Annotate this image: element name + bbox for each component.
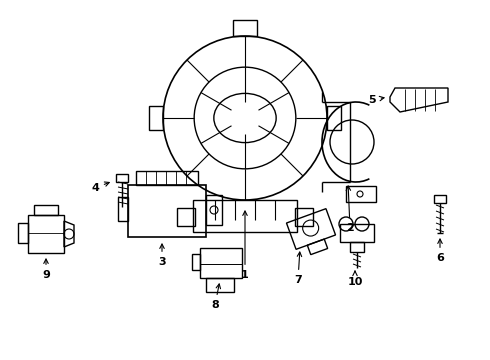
- Text: 5: 5: [368, 95, 384, 105]
- Bar: [434, 195, 446, 203]
- Bar: [18, 223, 28, 243]
- Text: 3: 3: [158, 244, 166, 267]
- Bar: [28, 215, 64, 253]
- Bar: [206, 195, 222, 225]
- Text: 6: 6: [436, 239, 444, 263]
- Text: 4: 4: [91, 182, 109, 193]
- Bar: [340, 224, 374, 242]
- Bar: [206, 278, 234, 292]
- Bar: [149, 106, 163, 130]
- Text: 2: 2: [346, 186, 354, 233]
- Bar: [200, 248, 242, 278]
- Bar: [233, 20, 257, 36]
- Bar: [34, 205, 58, 215]
- Text: 1: 1: [241, 211, 249, 280]
- Text: 7: 7: [294, 252, 302, 285]
- Bar: [177, 208, 195, 226]
- Bar: [295, 208, 313, 226]
- Bar: [346, 186, 376, 202]
- Bar: [136, 171, 198, 185]
- Text: 8: 8: [211, 284, 220, 310]
- Bar: [118, 197, 128, 221]
- Bar: [192, 254, 200, 270]
- Bar: [350, 242, 364, 252]
- Text: 9: 9: [42, 259, 50, 280]
- Bar: [327, 106, 341, 130]
- Text: 10: 10: [347, 271, 363, 287]
- Bar: [116, 174, 128, 182]
- Bar: [193, 200, 297, 232]
- Bar: [128, 185, 206, 237]
